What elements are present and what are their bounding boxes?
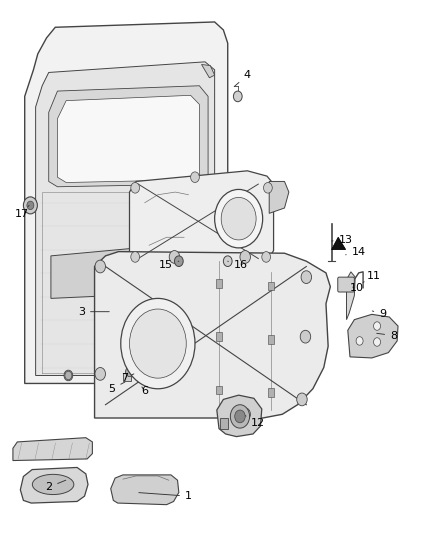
Polygon shape	[220, 418, 228, 429]
Circle shape	[374, 322, 381, 330]
Text: 6: 6	[141, 386, 148, 397]
Polygon shape	[332, 237, 346, 249]
Circle shape	[126, 367, 134, 376]
Text: 16: 16	[228, 261, 248, 270]
Polygon shape	[346, 272, 355, 320]
Text: 12: 12	[245, 416, 265, 429]
Polygon shape	[57, 95, 199, 182]
Bar	[216, 333, 222, 341]
Polygon shape	[269, 181, 289, 213]
Circle shape	[240, 408, 251, 421]
Circle shape	[262, 252, 271, 262]
Circle shape	[27, 201, 34, 209]
Circle shape	[23, 197, 37, 214]
Polygon shape	[348, 314, 398, 358]
Circle shape	[297, 393, 307, 406]
Circle shape	[131, 182, 140, 193]
Circle shape	[300, 330, 311, 343]
Circle shape	[230, 405, 250, 428]
Text: 13: 13	[332, 235, 353, 245]
Bar	[268, 335, 275, 344]
Polygon shape	[201, 64, 215, 78]
Circle shape	[235, 410, 245, 423]
Circle shape	[64, 370, 73, 381]
Circle shape	[301, 271, 311, 284]
Polygon shape	[130, 171, 274, 266]
Circle shape	[174, 256, 183, 266]
Bar	[268, 388, 275, 397]
Polygon shape	[25, 22, 228, 383]
Bar	[137, 375, 145, 382]
Bar	[216, 279, 222, 288]
Circle shape	[169, 251, 180, 263]
Ellipse shape	[32, 474, 74, 495]
FancyBboxPatch shape	[338, 277, 354, 292]
Text: 17: 17	[14, 205, 29, 220]
Polygon shape	[95, 252, 330, 418]
Circle shape	[240, 251, 251, 263]
Circle shape	[131, 252, 140, 262]
Text: 9: 9	[372, 309, 386, 319]
Polygon shape	[217, 395, 262, 437]
Circle shape	[356, 337, 363, 345]
Polygon shape	[49, 86, 208, 187]
Text: 1: 1	[139, 491, 192, 501]
Text: 7: 7	[122, 373, 134, 383]
Polygon shape	[51, 245, 175, 298]
Bar	[216, 385, 222, 394]
Circle shape	[130, 309, 186, 378]
Text: 4: 4	[234, 70, 251, 86]
Circle shape	[191, 172, 199, 182]
Circle shape	[374, 338, 381, 346]
Circle shape	[215, 189, 263, 248]
Text: 3: 3	[78, 306, 109, 317]
Polygon shape	[35, 62, 215, 375]
Circle shape	[223, 256, 232, 266]
Circle shape	[233, 91, 242, 102]
Polygon shape	[13, 438, 92, 461]
Polygon shape	[111, 475, 179, 505]
Circle shape	[264, 182, 272, 193]
Text: 2: 2	[45, 480, 66, 492]
Bar	[123, 373, 131, 381]
Bar	[268, 282, 275, 290]
Text: 14: 14	[346, 247, 366, 256]
Circle shape	[221, 197, 256, 240]
Circle shape	[65, 371, 72, 379]
Text: 11: 11	[363, 271, 381, 282]
Polygon shape	[20, 467, 88, 503]
Circle shape	[95, 368, 106, 380]
Text: 15: 15	[159, 261, 179, 270]
Text: 5: 5	[109, 382, 125, 394]
Text: 8: 8	[377, 330, 397, 341]
Text: 10: 10	[350, 283, 364, 293]
Circle shape	[121, 298, 195, 389]
Circle shape	[95, 260, 106, 273]
